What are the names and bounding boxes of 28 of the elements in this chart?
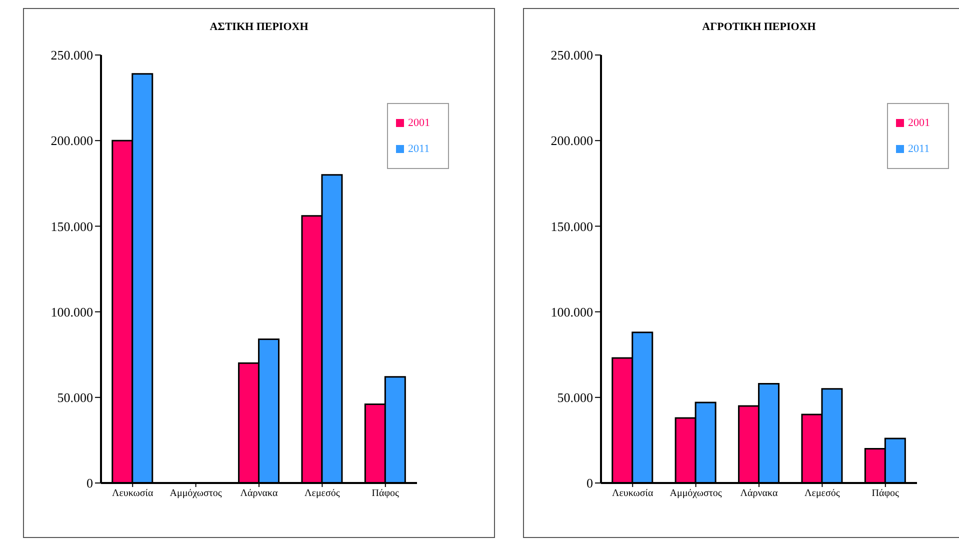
x-tick-label: Λευκωσία [612,488,654,500]
x-tick-label: Λεμεσός [804,488,840,500]
y-tick-label: 150.000 [50,218,93,234]
legend-label: 2001 [408,117,430,129]
y-tick-label: 100.000 [50,304,93,320]
y-tick-label: 50.000 [557,390,593,406]
legend-label: 2011 [408,143,430,155]
chart-title: ΑΣΤΙΚΗ ΠΕΡΙΟΧΗ [208,21,310,33]
x-tick-label: Λάρνακα [740,488,778,500]
y-tick-label: 0 [86,476,93,491]
legend-label: 2001 [908,117,930,129]
chart-title: ΑΓΡΟΤΙΚΗ ΠΕΡΙΟΧΗ [701,21,817,33]
y-tick-label: 200.000 [550,133,593,148]
x-tick-label: Πάφος [872,488,900,500]
x-tick-label: Λευκωσία [112,488,154,500]
y-tick-label: 200.000 [50,133,93,148]
x-tick-label: Αμμόχωστος [670,488,722,500]
y-tick-label: 0 [586,476,593,491]
x-tick-label: Πάφος [372,488,400,500]
legend-label: 2011 [908,143,930,155]
y-tick-label: 100.000 [550,304,593,320]
x-tick-label: Λεμεσός [304,488,340,500]
x-tick-label: Λάρνακα [240,488,278,500]
y-tick-label: 250.000 [550,48,593,63]
y-tick-label: 150.000 [550,218,593,234]
y-tick-label: 250.000 [50,48,93,63]
x-tick-label: Αμμόχωστος [170,488,222,500]
y-tick-label: 50.000 [57,390,93,406]
